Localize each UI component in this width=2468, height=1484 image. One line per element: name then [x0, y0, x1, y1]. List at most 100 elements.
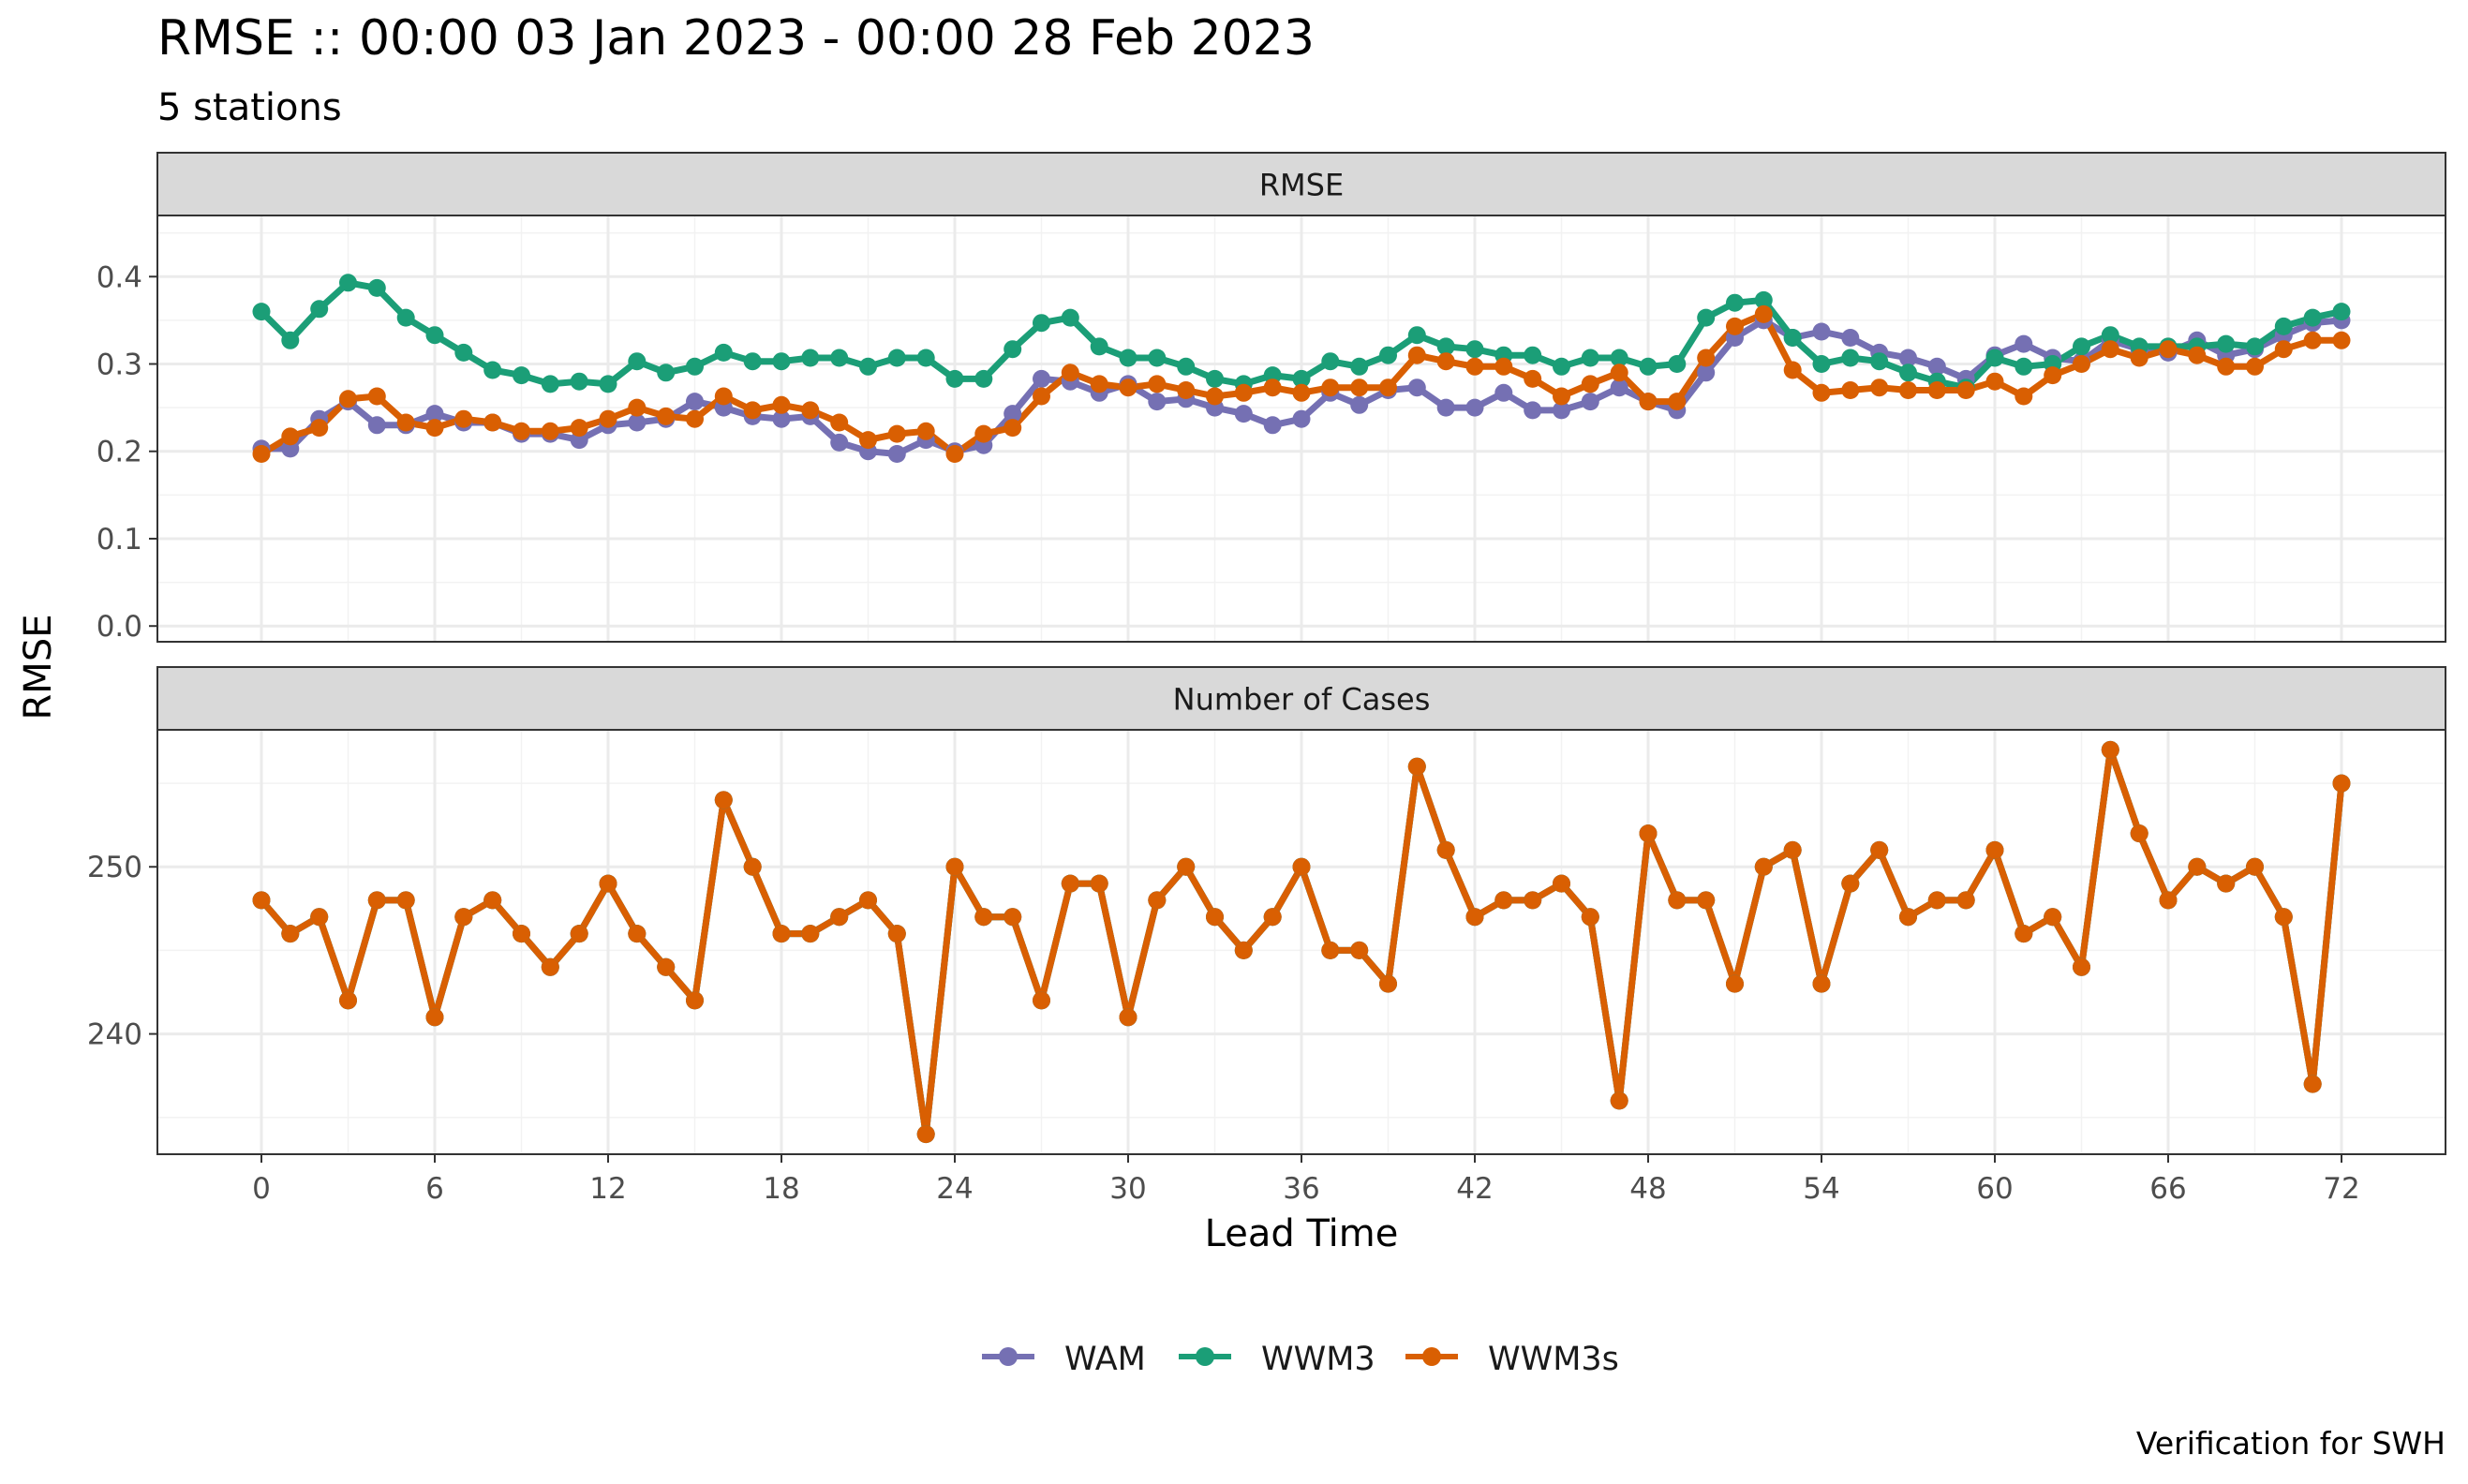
data-point-wwm3: [1206, 369, 1224, 388]
data-point-wam: [1812, 322, 1831, 341]
data-point-wwm3s: [1033, 387, 1050, 406]
data-point-wwm3s: [570, 925, 588, 943]
data-point-wwm3: [454, 343, 473, 362]
data-point-wwm3s: [1494, 357, 1513, 376]
x-tick-label: 54: [1803, 1172, 1839, 1206]
data-point-wwm3s: [830, 908, 849, 927]
data-point-wwm3s: [743, 857, 762, 876]
data-point-wwm3s: [483, 891, 502, 910]
data-point-wwm3s: [2073, 957, 2090, 976]
data-point-wwm3: [483, 361, 502, 379]
data-point-wwm3s: [1610, 1091, 1628, 1110]
data-point-wwm3s: [1090, 874, 1108, 893]
data-point-wwm3s: [1524, 891, 1542, 910]
data-point-wwm3: [252, 303, 271, 321]
x-tick-label: 72: [2323, 1172, 2359, 1206]
data-point-wwm3s: [974, 424, 993, 443]
data-point-wwm3: [1697, 308, 1716, 327]
data-point-wwm3s: [772, 925, 791, 943]
data-point-wwm3: [2246, 337, 2264, 356]
data-point-wwm3: [1754, 290, 1773, 309]
legend-key-point-wwm3s: [1422, 1347, 1441, 1366]
panel-strip-title: Number of Cases: [1173, 682, 1431, 718]
data-point-wwm3s: [1263, 908, 1282, 927]
data-point-wwm3s: [2130, 349, 2148, 367]
y-tick-label: 0.1: [97, 523, 142, 556]
data-point-wam: [1234, 405, 1253, 423]
data-point-wwm3s: [1292, 857, 1311, 876]
data-point-wwm3s: [2159, 340, 2178, 359]
data-point-wwm3s: [1321, 941, 1340, 959]
data-point-wwm3s: [1783, 361, 1802, 379]
data-point-wwm3s: [1379, 974, 1397, 993]
data-point-wwm3s: [310, 908, 329, 927]
data-point-wwm3s: [2332, 774, 2351, 793]
data-point-wwm3s: [1292, 383, 1311, 402]
data-point-wwm3: [1436, 337, 1455, 356]
data-point-wam: [1148, 393, 1167, 411]
data-point-wwm3s: [657, 407, 676, 425]
data-point-wam: [1610, 378, 1628, 397]
data-point-wwm3s: [1985, 372, 2004, 391]
legend-item-wwm3s: WWM3s: [1405, 1341, 1619, 1378]
data-point-wwm3s: [339, 390, 357, 408]
data-point-wwm3s: [1899, 908, 1917, 927]
data-point-wwm3s: [1812, 383, 1831, 402]
data-point-wwm3s: [945, 445, 964, 463]
data-point-wwm3s: [1927, 381, 1946, 399]
data-point-wam: [1465, 398, 1484, 417]
data-point-wwm3s: [1581, 375, 1599, 393]
data-point-wwm3: [1119, 349, 1137, 367]
legend-item-wam: WAM: [982, 1341, 1146, 1378]
data-point-wwm3s: [2274, 340, 2293, 359]
data-point-wwm3s: [2044, 908, 2062, 927]
data-point-wwm3: [1985, 349, 2004, 367]
data-point-wam: [1581, 393, 1599, 411]
data-point-wwm3: [830, 349, 849, 367]
chart-title: RMSE :: 00:00 03 Jan 2023 - 00:00 28 Feb…: [157, 10, 1315, 67]
data-point-wwm3s: [1812, 974, 1831, 993]
data-point-wwm3s: [887, 925, 906, 943]
data-point-wwm3s: [1668, 891, 1687, 910]
data-point-wwm3: [1033, 314, 1050, 333]
data-point-wwm3s: [1639, 393, 1658, 411]
data-point-wwm3s: [887, 424, 906, 443]
data-point-wwm3s: [1061, 364, 1079, 382]
data-point-wwm3s: [686, 409, 704, 428]
data-point-wwm3s: [1436, 840, 1455, 859]
data-point-wam: [887, 445, 906, 463]
data-point-wwm3s: [483, 413, 502, 432]
data-point-wwm3s: [1465, 357, 1484, 376]
data-point-wwm3s: [1465, 908, 1484, 927]
x-tick-label: 6: [425, 1172, 444, 1206]
data-point-wwm3: [1553, 357, 1570, 376]
legend-key-point-wwm3: [1196, 1347, 1214, 1366]
data-point-wam: [1553, 401, 1570, 420]
data-point-wwm3s: [2274, 908, 2293, 927]
data-point-wwm3s: [1119, 378, 1137, 397]
legend-label-wwm3: WWM3: [1261, 1341, 1375, 1378]
data-point-wwm3: [1090, 337, 1108, 356]
data-point-wwm3: [1407, 326, 1426, 345]
data-point-wwm3: [570, 372, 588, 391]
panel-strip-title: RMSE: [1259, 168, 1344, 203]
y-tick-label: 0.3: [97, 349, 142, 382]
data-point-wwm3s: [1754, 304, 1773, 323]
data-point-wam: [1292, 409, 1311, 428]
y-tick-label: 240: [87, 1018, 142, 1052]
data-point-wwm3s: [859, 891, 877, 910]
data-point-wwm3s: [1177, 381, 1196, 399]
data-point-wwm3: [1263, 366, 1282, 385]
data-point-wwm3s: [1119, 1008, 1137, 1027]
data-point-wwm3s: [1553, 387, 1570, 406]
data-point-wwm3s: [1870, 378, 1889, 397]
data-point-wwm3s: [1436, 352, 1455, 371]
rmse-panel: RMSE 0.0 0.1 0.2 0.3 0.4: [97, 152, 2446, 644]
data-point-wwm3s: [513, 422, 530, 440]
data-point-wwm3s: [2246, 357, 2264, 376]
data-point-wwm3s: [657, 957, 676, 976]
data-point-wwm3s: [1234, 941, 1253, 959]
data-point-wwm3s: [2188, 857, 2207, 876]
data-point-wwm3s: [396, 891, 415, 910]
data-point-wwm3s: [2101, 340, 2119, 359]
